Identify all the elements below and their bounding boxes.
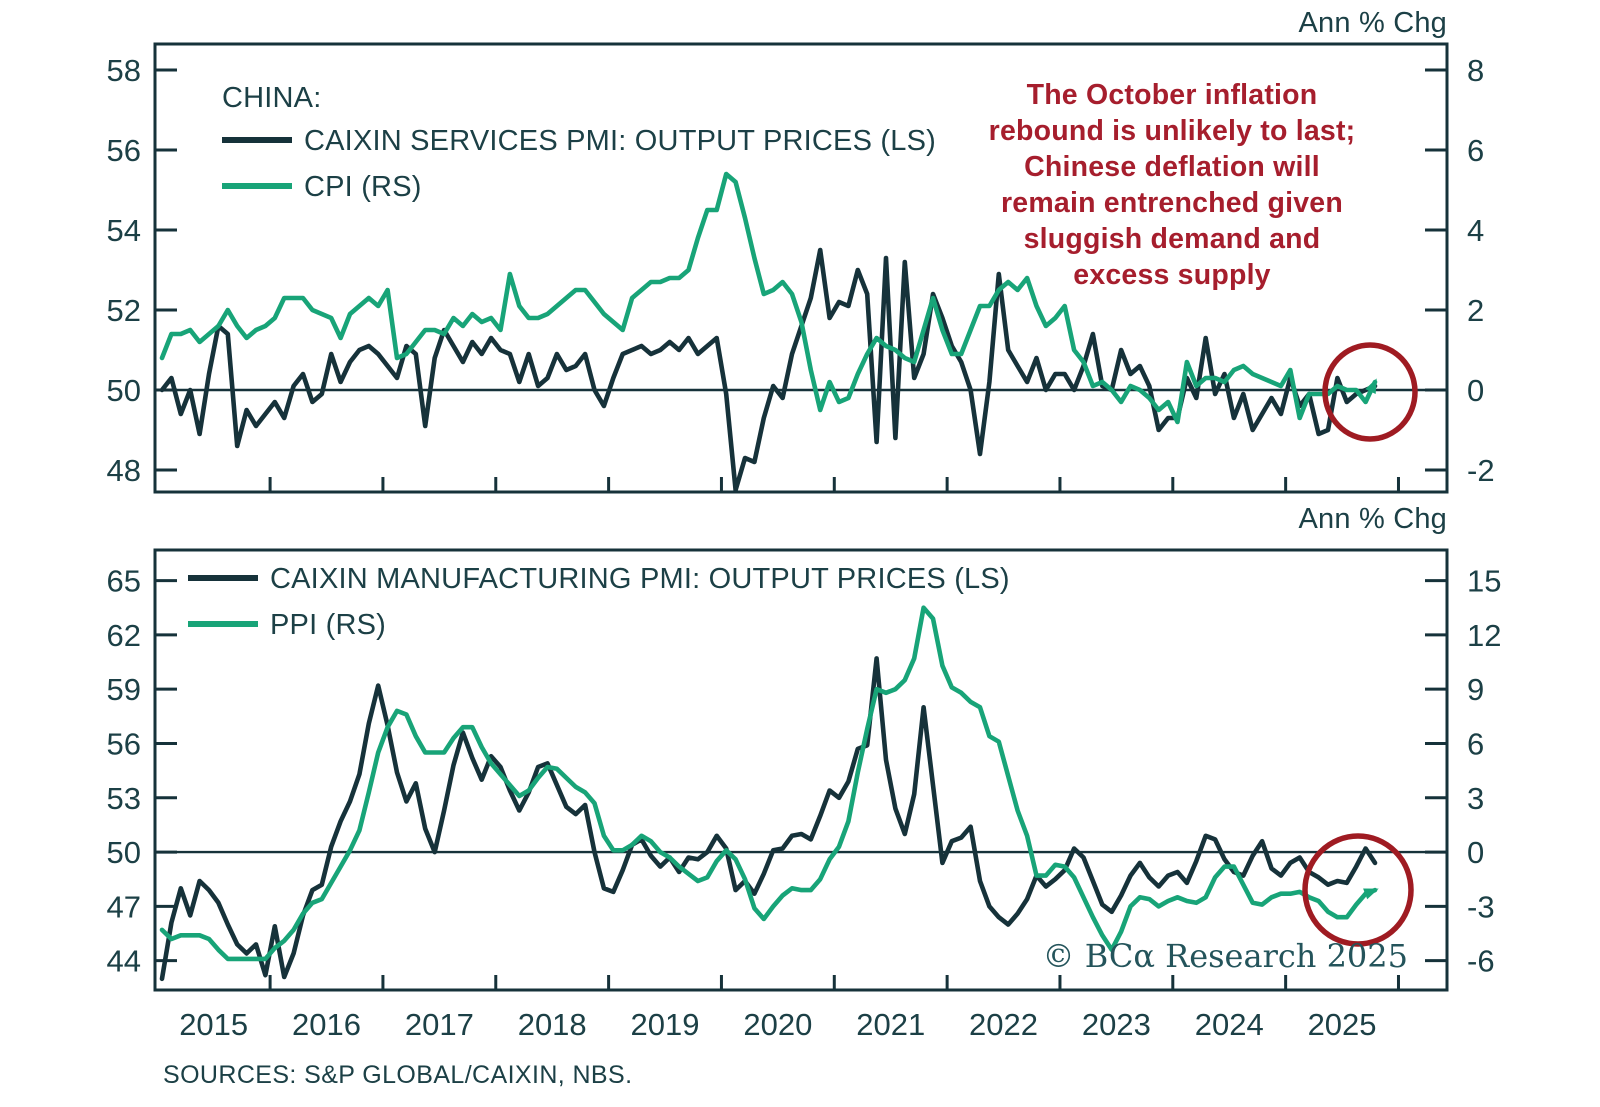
- series-line: [159, 656, 1378, 982]
- x-axis-year-label: 2021: [856, 1007, 925, 1042]
- annotation-line: remain entrenched given: [1001, 187, 1343, 219]
- left-axis-tick-label: 53: [107, 781, 141, 816]
- annotation-line: Chinese deflation will: [1024, 151, 1320, 183]
- left-axis-tick-label: 59: [107, 672, 141, 707]
- bottom-legend: CAIXIN MANUFACTURING PMI: OUTPUT PRICES …: [188, 563, 1010, 641]
- right-axis-tick-label: 9: [1467, 672, 1484, 707]
- x-axis-year-label: 2015: [179, 1007, 248, 1042]
- services-pmi-legend-label: CAIXIN SERVICES PMI: OUTPUT PRICES (LS): [304, 125, 936, 157]
- right-axis-tick-label: 2: [1467, 293, 1484, 328]
- right-axis-tick-label: 15: [1467, 564, 1501, 599]
- right-axis-tick-label: 0: [1467, 373, 1484, 408]
- right-axis-tick-label: -6: [1467, 944, 1495, 979]
- x-axis-year-label: 2023: [1082, 1007, 1151, 1042]
- x-axis-year-label: 2019: [631, 1007, 700, 1042]
- left-axis-tick-label: 50: [107, 373, 141, 408]
- x-axis-labels: 2015 2016 2017 2018 2019 2020 2021 2022 2023 2024…: [179, 1007, 1376, 1042]
- panel-border: [153, 548, 1449, 992]
- top-unit-label: Ann % Chg: [1299, 7, 1448, 39]
- right-axis-tick-label: 12: [1467, 618, 1501, 653]
- right-axis-tick-label: -3: [1467, 889, 1495, 924]
- right-axis-tick-label: 0: [1467, 835, 1484, 870]
- left-axis-tick-label: 52: [107, 293, 141, 328]
- x-axis-year-label: 2022: [969, 1007, 1038, 1042]
- top-legend: CHINA: CAIXIN SERVICES PMI: OUTPUT PRICE…: [222, 82, 936, 203]
- x-axis-year-label: 2020: [743, 1007, 812, 1042]
- left-axis-tick-label: 58: [107, 53, 141, 88]
- series-line: [159, 171, 1378, 425]
- sources-note: SOURCES: S&P GLOBAL/CAIXIN, NBS.: [163, 1061, 632, 1089]
- top-chart-panel: 58 56 54 52 50 48 8 6 4 2 0 -2: [107, 42, 1495, 494]
- x-axis-year-label: 2016: [292, 1007, 361, 1042]
- highlight-circle-bottom: [1302, 833, 1414, 947]
- x-axis-year-label: 2017: [405, 1007, 474, 1042]
- manufacturing-pmi-legend-label: CAIXIN MANUFACTURING PMI: OUTPUT PRICES …: [270, 563, 1010, 595]
- right-axis-tick-label: 4: [1467, 213, 1484, 248]
- right-axis-tick-label: 6: [1467, 726, 1484, 761]
- annotation-line: The October inflation: [1027, 79, 1318, 111]
- right-axis-tick-label: -2: [1467, 453, 1495, 488]
- bottom-chart-panel: 65 62 59 56 53 50 47 44 15 12 9 6 3 0 -3 -6: [107, 548, 1501, 992]
- series-line: [159, 247, 1378, 493]
- left-axis-tick-label: 54: [107, 213, 141, 248]
- right-axis-tick-label: 3: [1467, 781, 1484, 816]
- bottom-unit-label: Ann % Chg: [1299, 503, 1448, 535]
- watermark: © BCα Research 2025: [1043, 937, 1408, 975]
- right-axis-tick-label: 6: [1467, 133, 1484, 168]
- series-end-arrow: [1363, 888, 1379, 900]
- highlight-circle-top: [1322, 342, 1418, 442]
- x-axis-year-label: 2018: [518, 1007, 587, 1042]
- annotation-text-block: The October inflation rebound is unlikely…: [989, 79, 1356, 291]
- left-axis-tick-label: 65: [107, 564, 141, 599]
- legend-title: CHINA:: [222, 82, 322, 114]
- left-axis-tick-label: 62: [107, 618, 141, 653]
- x-axis-year-label: 2024: [1195, 1007, 1264, 1042]
- annotation-line: rebound is unlikely to last;: [989, 115, 1356, 147]
- ppi-legend-label: PPI (RS): [270, 609, 386, 641]
- left-axis-tick-label: 48: [107, 453, 141, 488]
- x-axis-year-label: 2025: [1308, 1007, 1377, 1042]
- cpi-legend-label: CPI (RS): [304, 171, 422, 203]
- right-axis-tick-label: 8: [1467, 53, 1484, 88]
- annotation-line: excess supply: [1073, 259, 1270, 291]
- series-line: [159, 605, 1378, 962]
- left-axis-tick-label: 47: [107, 889, 141, 924]
- panel-border: [153, 42, 1449, 494]
- left-axis-tick-label: 44: [107, 944, 141, 979]
- left-axis-tick-label: 56: [107, 133, 141, 168]
- series-end-arrow: [1365, 378, 1377, 394]
- left-axis-tick-label: 56: [107, 726, 141, 761]
- annotation-line: sluggish demand and: [1024, 223, 1321, 255]
- left-axis-tick-label: 50: [107, 835, 141, 870]
